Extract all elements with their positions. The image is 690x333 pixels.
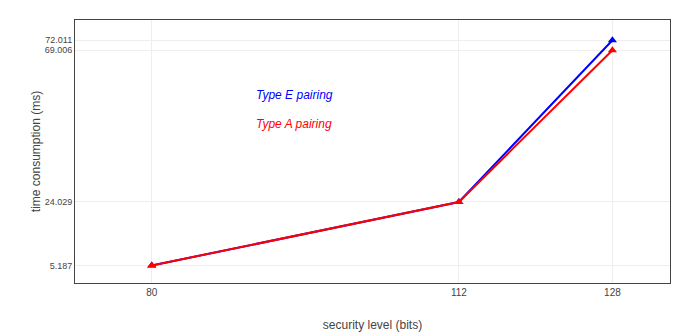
svg-text:time consumption (ms): time consumption (ms) [29,91,43,212]
svg-text:69.006: 69.006 [45,45,73,55]
svg-text:24.029: 24.029 [45,197,73,207]
svg-text:Type E pairing: Type E pairing [256,88,333,102]
svg-text:112: 112 [451,287,467,298]
svg-text:security level (bits): security level (bits) [323,318,422,332]
svg-text:72.011: 72.011 [45,35,72,45]
svg-text:5.187: 5.187 [50,261,73,271]
svg-text:80: 80 [146,287,158,298]
svg-text:128: 128 [604,287,621,298]
svg-text:Type A pairing: Type A pairing [256,117,332,131]
